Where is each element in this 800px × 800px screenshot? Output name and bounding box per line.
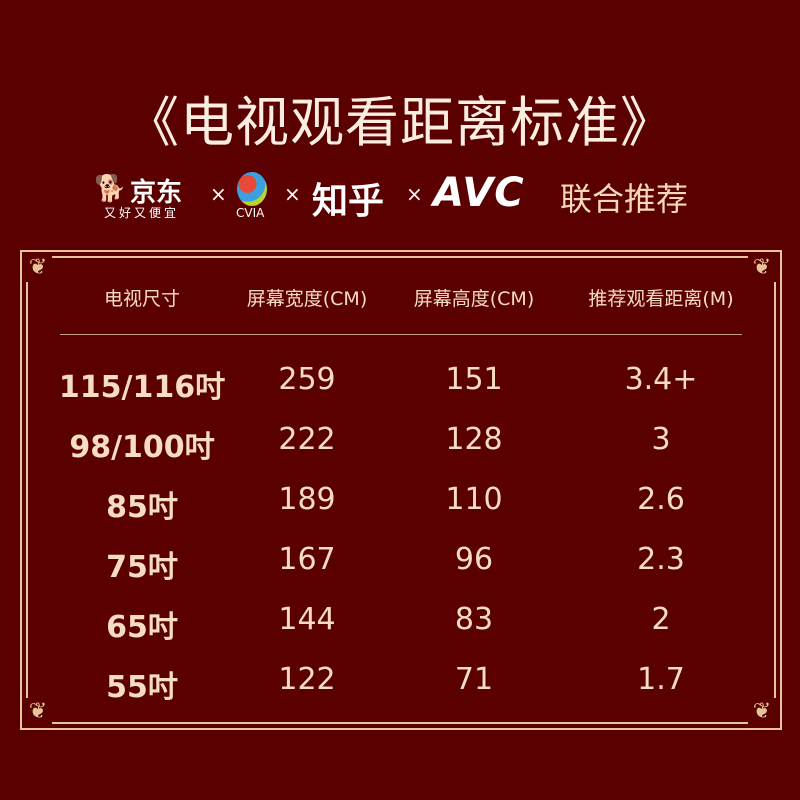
- page-title: 《电视观看距离标准》: [125, 91, 675, 154]
- table-cell: 128: [445, 422, 503, 457]
- table-frame-inner: [26, 256, 776, 724]
- table-cell: 122: [278, 662, 336, 697]
- tv-size-cell: 55吋: [106, 670, 178, 705]
- corner-ornament-icon: ❦: [24, 698, 52, 726]
- table-cell: 167: [278, 542, 336, 577]
- cvia-logo-icon: [237, 172, 267, 206]
- table-cell: 2.6: [637, 482, 685, 517]
- table-cell: 2.3: [637, 542, 685, 577]
- tv-size-cell: 85吋: [106, 490, 178, 525]
- partner-logos: 🐕 京东 又好又便宜 × CVIA × 知乎 × AVC 联合推荐: [90, 168, 710, 224]
- corner-ornament-icon: ❦: [24, 254, 52, 282]
- table-cell: 144: [278, 602, 336, 637]
- corner-ornament-icon: ❦: [748, 698, 776, 726]
- table-cell: 1.7: [637, 662, 685, 697]
- header-divider: [60, 334, 742, 335]
- separator: ×: [284, 182, 301, 206]
- table-cell: 2: [651, 602, 671, 637]
- jd-logo-name: 京东: [130, 178, 183, 208]
- tv-size-cell: 75吋: [106, 550, 178, 585]
- column-header: 电视尺寸: [103, 288, 180, 310]
- jd-slogan: 又好又便宜: [104, 206, 180, 220]
- tv-size-cell: 98/100吋: [69, 430, 215, 465]
- corner-ornament-icon: ❦: [748, 254, 776, 282]
- avc-logo: AVC: [433, 170, 525, 216]
- column-header: 推荐观看距离(M): [588, 288, 734, 310]
- tv-size-cell: 65吋: [106, 610, 178, 645]
- table-cell: 3: [651, 422, 671, 457]
- zhihu-logo: 知乎: [312, 181, 385, 222]
- table-cell: 83: [454, 602, 494, 637]
- column-header: 屏幕高度(CM): [413, 288, 535, 310]
- table-frame-outer: [20, 250, 782, 730]
- joint-recommend-label: 联合推荐: [560, 180, 689, 218]
- column-header: 屏幕宽度(CM): [246, 288, 368, 310]
- separator: ×: [210, 182, 227, 206]
- table-cell: 96: [454, 542, 494, 577]
- tv-size-cell: 115/116吋: [58, 370, 226, 405]
- separator: ×: [406, 182, 423, 206]
- table-cell: 3.4+: [624, 362, 698, 397]
- table-cell: 189: [278, 482, 336, 517]
- table-cell: 151: [445, 362, 503, 397]
- table-cell: 259: [278, 362, 336, 397]
- table-cell: 110: [445, 482, 503, 517]
- jd-dog-icon: 🐕: [94, 174, 127, 204]
- table-cell: 71: [454, 662, 494, 697]
- table-cell: 222: [278, 422, 336, 457]
- cvia-logo-text: CVIA: [236, 206, 265, 220]
